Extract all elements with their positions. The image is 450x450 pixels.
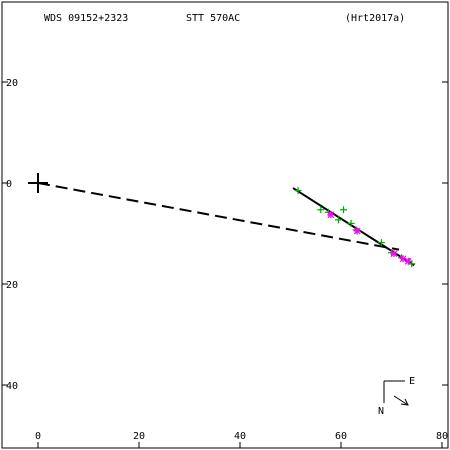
motion-arrow-icon [393, 395, 409, 406]
y-tick-label: 20 [6, 280, 18, 291]
observation-asterisk-marker [404, 257, 412, 265]
dashed-line [37, 182, 400, 251]
y-tick-label: 20 [6, 78, 18, 89]
axis-ticks: 0 20 40 60 80 20 0 20 40 [2, 78, 448, 448]
x-tick-label: 0 [35, 431, 41, 442]
observation-plus-marker [294, 187, 302, 195]
observation-plus-marker [340, 206, 348, 214]
header-system-id: WDS 09152+2323 [44, 13, 128, 24]
header-pair: STT 570AC [186, 13, 240, 24]
observation-asterisk-marker [353, 227, 361, 235]
x-tick-label: 60 [335, 431, 347, 442]
motion-arrowhead-icon [400, 398, 409, 406]
y-tick-label: 40 [6, 381, 18, 392]
compass: E N [378, 376, 415, 417]
orbit-lines [28, 173, 415, 267]
header-reference: (Hrt2017a) [345, 13, 405, 24]
observation-plus-marker [334, 216, 342, 224]
compass-east-label: E [409, 376, 415, 387]
observation-asterisk-marker [390, 250, 398, 258]
compass-north-label: N [378, 406, 384, 417]
y-tick-label: 0 [6, 179, 12, 190]
observation-points [294, 187, 416, 268]
x-tick-label: 80 [436, 431, 448, 442]
x-tick-label: 40 [234, 431, 246, 442]
observation-plus-marker [317, 206, 325, 214]
x-tick-label: 20 [133, 431, 145, 442]
observation-asterisk-marker [327, 211, 335, 219]
observation-plus-marker [377, 239, 385, 247]
observation-plus-marker [408, 260, 416, 268]
observation-plus-marker [347, 219, 355, 227]
